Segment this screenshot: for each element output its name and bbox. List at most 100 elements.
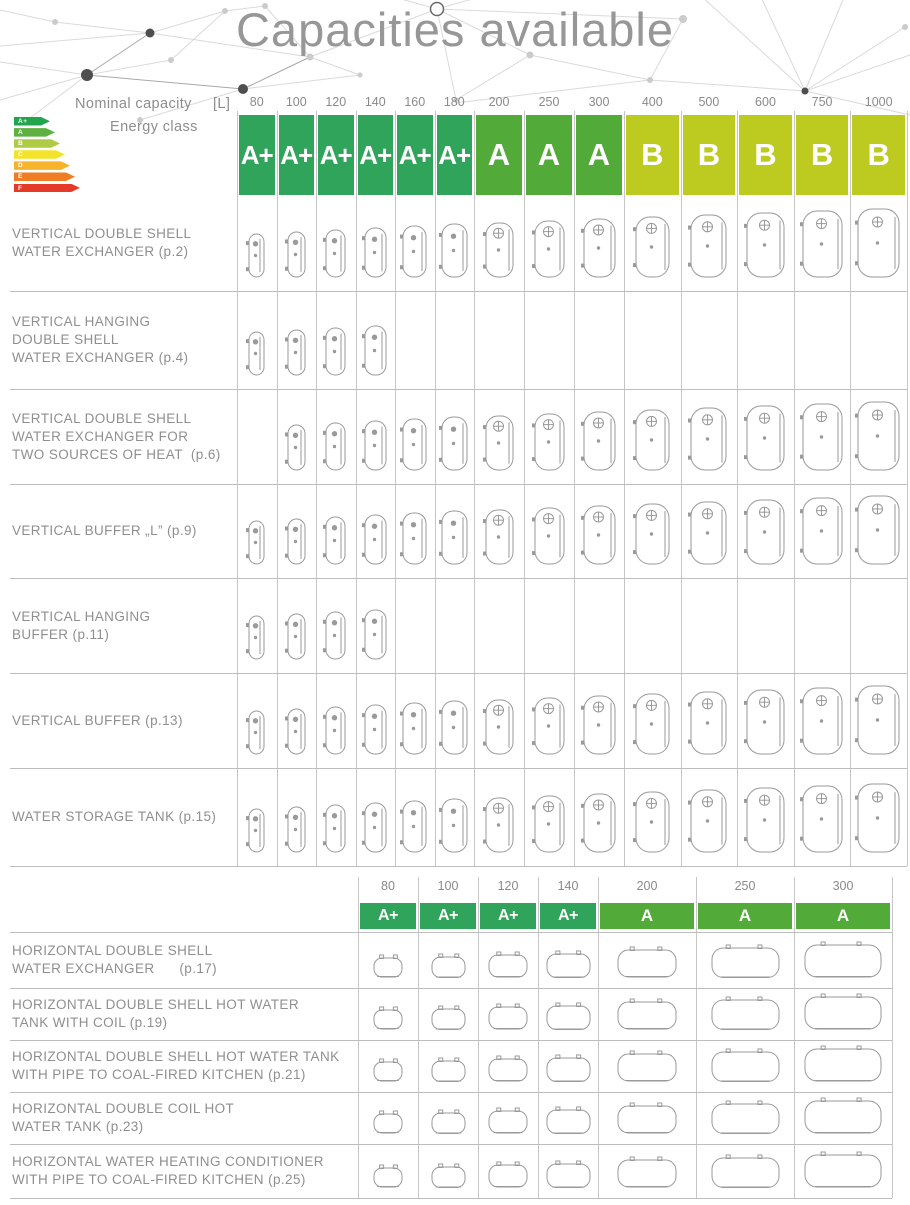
vertical-tank-icon xyxy=(632,693,673,755)
capacity-unit-label: [L] xyxy=(213,96,231,112)
vertical-tank-icon xyxy=(854,783,903,853)
nominal-capacity-label: Nominal capacity xyxy=(75,96,192,112)
capacity-column-header: 100 xyxy=(285,95,307,109)
vertical-tank-icon xyxy=(632,409,673,471)
row-separator-line xyxy=(10,291,907,292)
vertical-tank-icon xyxy=(743,499,788,565)
grid-line xyxy=(418,877,419,1198)
capacity-column-header: 250 xyxy=(734,879,756,893)
product-row-label: HORIZONTAL WATER HEATING CONDITIONER WIT… xyxy=(12,1154,324,1187)
vertical-tank-icon xyxy=(438,798,471,853)
energy-class-ladder: A+ A B C D E F xyxy=(14,117,80,195)
vertical-tank-icon xyxy=(245,710,268,755)
row-separator-line xyxy=(10,932,892,933)
grid-line xyxy=(316,111,317,866)
product-row-label: WATER STORAGE TANK (p.15) xyxy=(12,809,217,824)
vertical-tank-icon xyxy=(284,518,309,565)
row-separator-line xyxy=(10,1092,892,1093)
horizontal-tank-icon xyxy=(488,1107,528,1135)
energy-scale-arrow-f: F xyxy=(14,184,80,193)
capacity-column-header: 300 xyxy=(588,95,610,109)
vertical-tank-icon xyxy=(361,420,390,471)
vertical-tank-icon xyxy=(438,416,471,471)
horizontal-tank-icon xyxy=(804,1045,882,1083)
vertical-tank-icon xyxy=(284,708,309,755)
horizontal-tank-icon xyxy=(373,954,403,979)
horizontal-tank-icon xyxy=(431,953,466,980)
product-row-label: VERTICAL HANGING BUFFER (p.11) xyxy=(12,608,151,642)
vertical-tank-icon xyxy=(854,495,903,565)
vertical-tank-icon xyxy=(361,704,390,755)
grid-line xyxy=(237,111,238,866)
energy-class-label: Energy class xyxy=(110,119,198,135)
energy-scale-arrow-d: D xyxy=(14,161,70,170)
capacity-column-header: 250 xyxy=(538,95,560,109)
vertical-tank-icon xyxy=(854,401,903,471)
energy-scale-arrow-a: A xyxy=(14,128,55,137)
vertical-tank-icon xyxy=(284,329,309,376)
horizontal-tank-icon xyxy=(711,944,780,980)
vertical-tank-icon xyxy=(322,327,349,376)
capacity-column-header: 300 xyxy=(832,879,854,893)
vertical-tank-icon xyxy=(399,512,430,565)
capacity-column-header: 750 xyxy=(811,95,833,109)
vertical-tank-icon xyxy=(399,225,430,278)
horizontal-tank-icon xyxy=(546,1002,591,1032)
vertical-tank-icon xyxy=(245,615,268,660)
horizontal-tank-icon xyxy=(488,951,528,979)
vertical-tank-icon xyxy=(743,787,788,853)
horizontal-tank-icon xyxy=(546,1054,591,1084)
horizontal-tank-icon xyxy=(546,1160,591,1190)
horizontal-tank-icon xyxy=(431,1163,466,1190)
network-decoration-graphic xyxy=(0,0,910,123)
grid-line xyxy=(680,111,682,866)
energy-class-badge: A+ xyxy=(318,115,354,195)
grid-line xyxy=(793,111,795,866)
energy-class-badge: A+ xyxy=(436,115,472,195)
vertical-tank-icon xyxy=(531,413,568,471)
horizontal-tank-icon xyxy=(804,941,882,979)
vertical-tank-icon xyxy=(284,806,309,853)
horizontal-tank-icon xyxy=(546,950,591,980)
vertical-tank-icon xyxy=(322,229,349,278)
vertical-tank-icon xyxy=(361,609,390,660)
vertical-tank-icon xyxy=(687,501,730,565)
capacity-column-header: 400 xyxy=(641,95,663,109)
product-row-label: VERTICAL BUFFER (p.13) xyxy=(12,712,183,728)
energy-class-badge: A+ xyxy=(360,903,416,929)
vertical-tank-icon xyxy=(687,214,730,278)
vertical-tank-icon xyxy=(687,407,730,471)
capacity-column-header: 140 xyxy=(557,879,579,893)
horizontal-tank-icon xyxy=(488,1161,528,1189)
vertical-tank-icon xyxy=(632,216,673,278)
grid-line xyxy=(474,111,475,866)
vertical-tank-icon xyxy=(482,509,517,565)
horizontal-tank-icon xyxy=(488,1055,528,1083)
capacity-column-header: 160 xyxy=(404,95,426,109)
energy-class-badge: A xyxy=(476,115,522,195)
horizontal-tank-icon xyxy=(373,1110,403,1135)
grid-line xyxy=(538,877,539,1198)
energy-class-badge: A+ xyxy=(357,115,393,195)
grid-line xyxy=(907,111,908,866)
energy-class-badge: A xyxy=(698,903,792,929)
energy-class-badge: A+ xyxy=(278,115,314,195)
vertical-tank-icon xyxy=(399,418,430,471)
vertical-tank-icon xyxy=(438,700,471,755)
grid-line xyxy=(737,111,739,866)
horizontal-tank-icon xyxy=(617,998,677,1031)
energy-class-badge: A xyxy=(576,115,622,195)
vertical-tank-icon xyxy=(399,800,430,853)
horizontal-tank-icon xyxy=(373,1006,403,1031)
vertical-tank-icon xyxy=(580,695,619,755)
energy-scale-arrow-e: E xyxy=(14,172,75,181)
horizontal-tank-icon xyxy=(488,1003,528,1031)
energy-class-badge: A+ xyxy=(540,903,596,929)
vertical-tank-icon xyxy=(322,611,349,660)
horizontal-tank-icon xyxy=(804,993,882,1031)
vertical-tank-icon xyxy=(361,227,390,278)
capacity-column-header: 200 xyxy=(636,879,658,893)
horizontal-tank-icon xyxy=(711,1048,780,1084)
capacity-column-header: 500 xyxy=(698,95,720,109)
